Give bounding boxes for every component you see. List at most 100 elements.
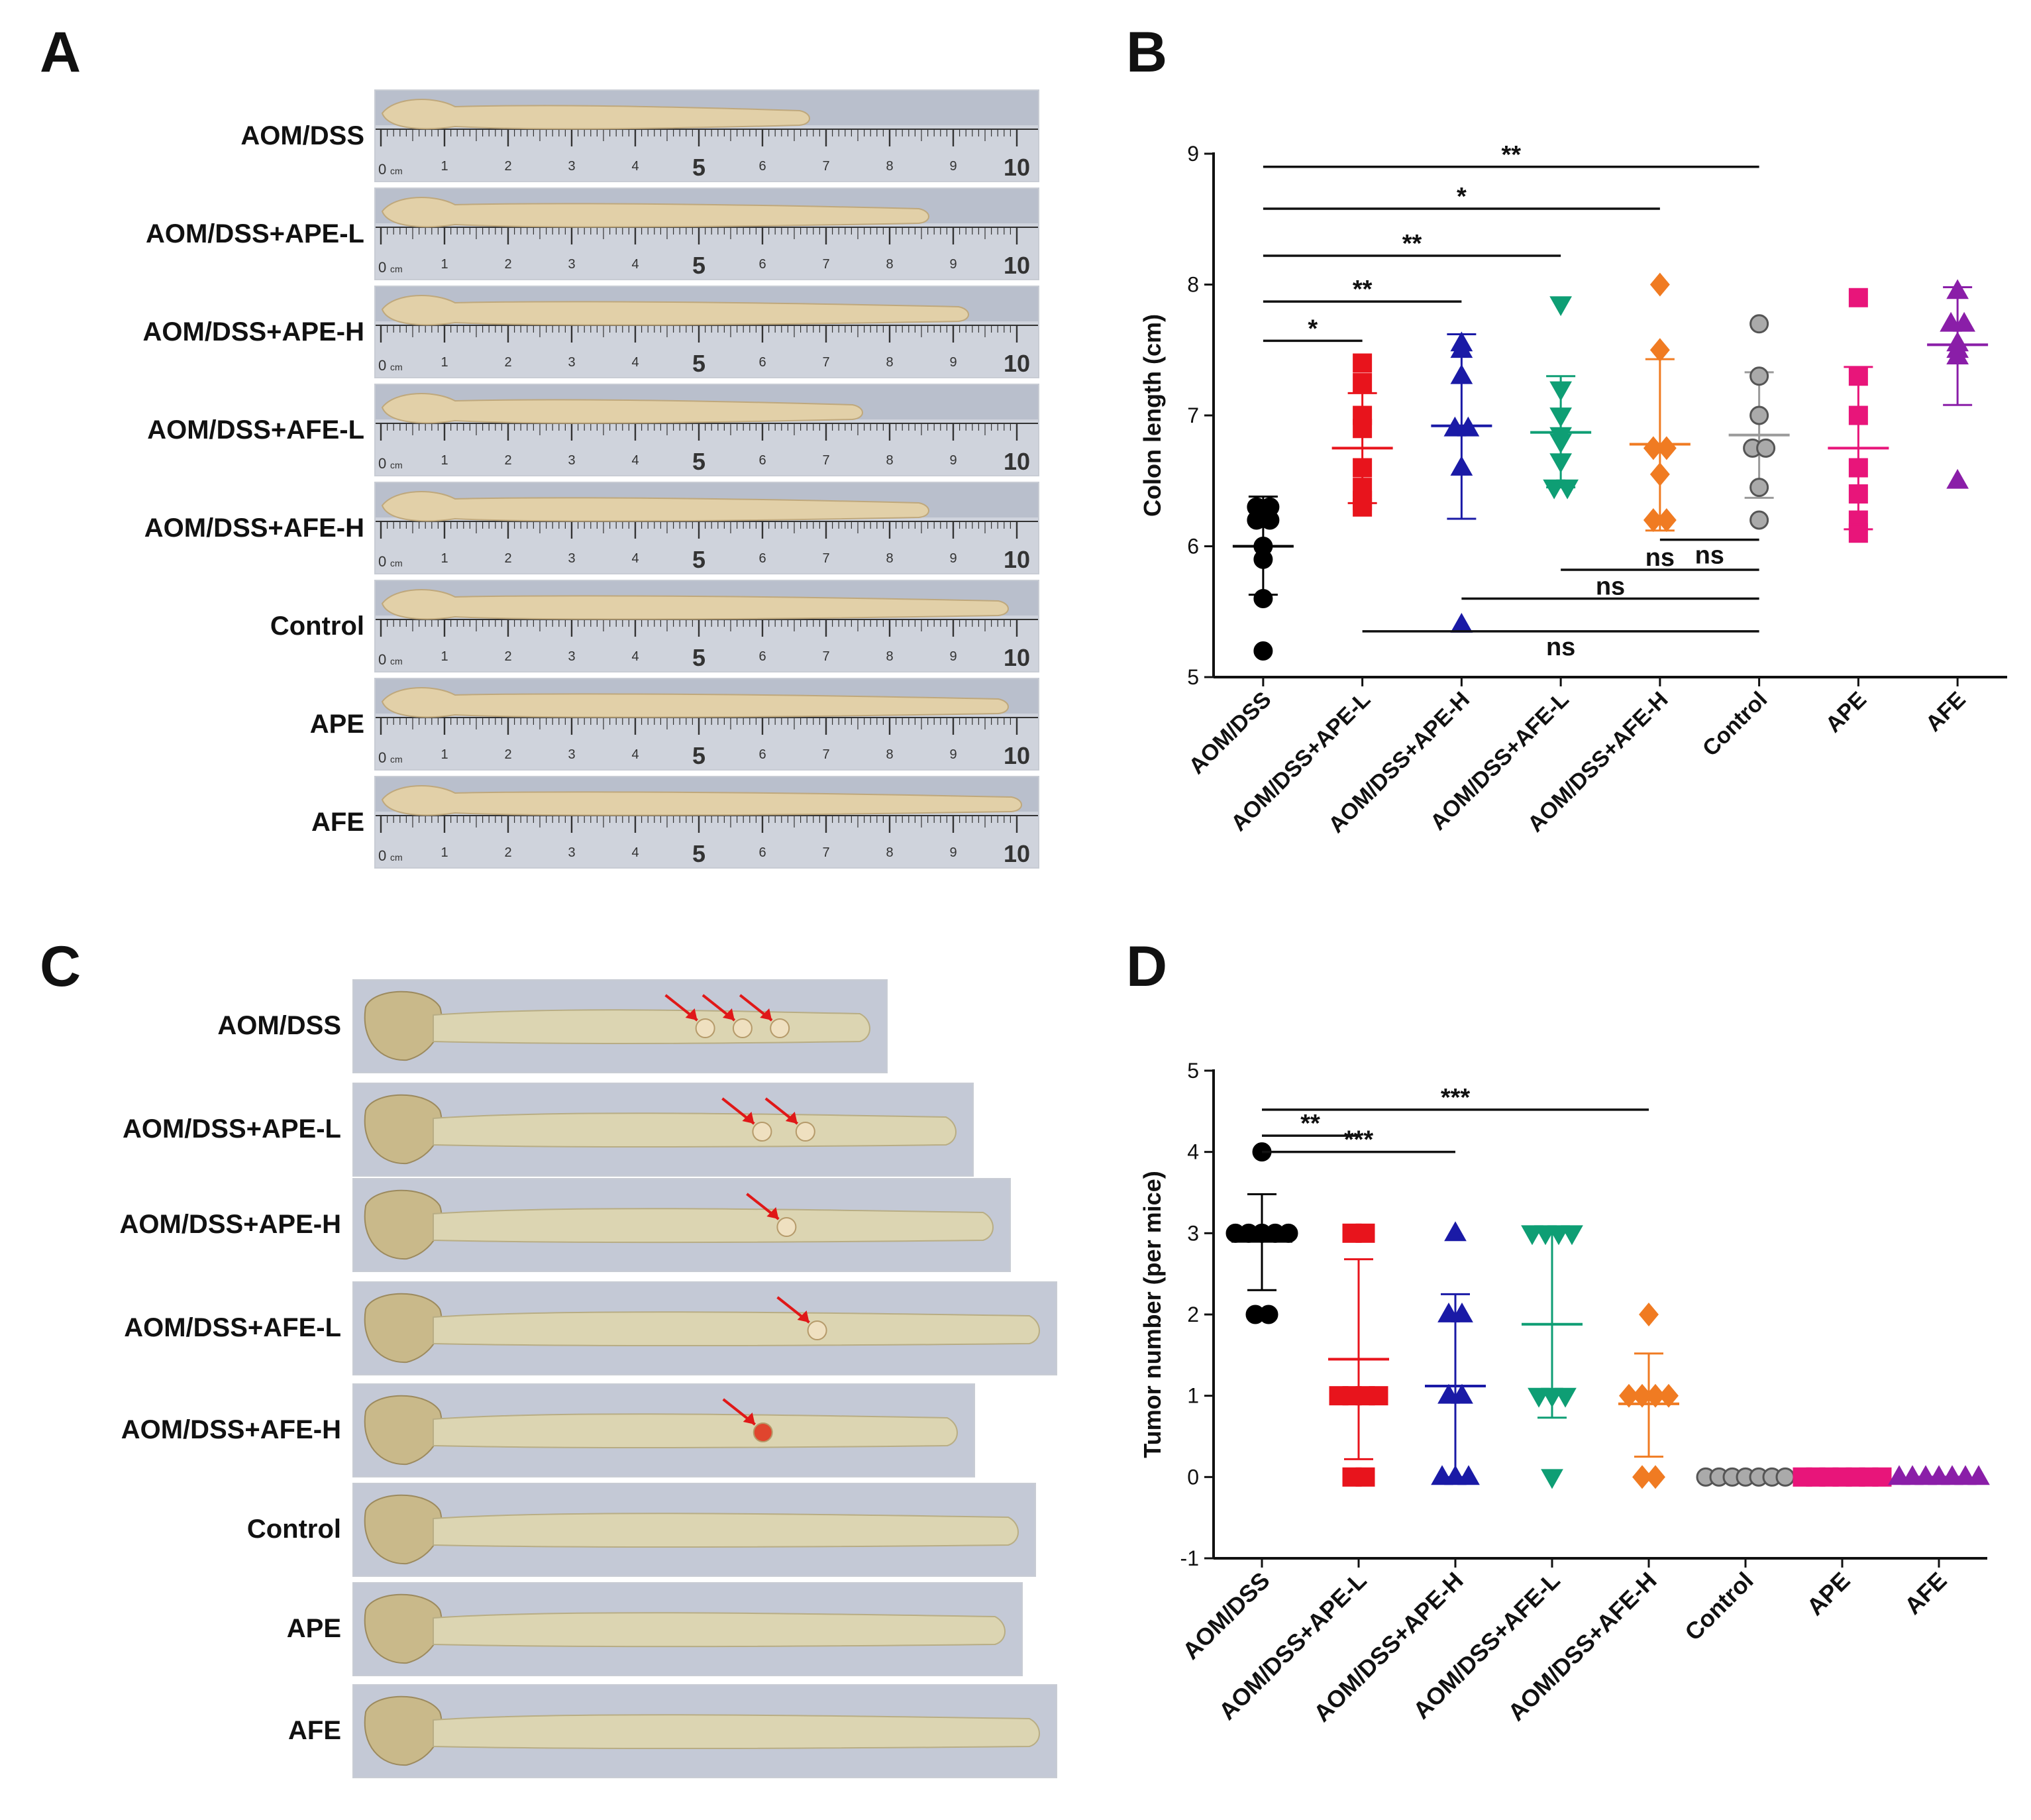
data-point	[1645, 1465, 1665, 1489]
colon-tissue	[381, 393, 863, 424]
data-point	[1888, 1465, 1910, 1485]
panel-a-label-afe: AFE	[311, 808, 364, 837]
series-aom-dss-afe-h	[1629, 272, 1691, 532]
ruler-number: 8	[886, 453, 893, 468]
ruler-number: 8	[886, 159, 893, 174]
data-point	[1437, 1383, 1460, 1404]
opened-colon	[433, 1714, 1040, 1749]
panel-a-photo-aom-dss-ape-l: 0 cm 1 2 3 4 5 6 7 8 9 10	[374, 187, 1039, 280]
panel-c-photo-aom-dss	[352, 979, 888, 1073]
ruler-number: 2	[504, 845, 511, 860]
panel-c-photo-svg	[354, 1283, 1056, 1374]
significance-label: ns	[1695, 542, 1724, 570]
ruler-number: 10	[1004, 350, 1030, 377]
panel-a-photo-svg: 0 cm 1 2 3 4 5 6 7 8 9 10	[376, 189, 1038, 279]
data-point	[1848, 484, 1868, 504]
data-point	[1450, 338, 1473, 358]
data-point	[1946, 468, 1969, 489]
ruler-unit: cm	[390, 656, 403, 667]
data-point	[1914, 1465, 1937, 1485]
ruler-number: 6	[758, 649, 766, 664]
data-point	[1901, 1465, 1924, 1485]
ruler-unit: cm	[390, 264, 403, 274]
colon-tissue	[381, 491, 929, 522]
ruler-number: 5	[692, 252, 705, 279]
ruler-number: 9	[949, 551, 957, 566]
panel-c-photo-aom-dss-ape-h	[352, 1178, 1011, 1272]
ruler	[376, 223, 1038, 279]
ruler-number: 4	[631, 257, 639, 272]
opened-colon	[433, 1009, 870, 1044]
opened-colon	[433, 1413, 958, 1448]
panel-a-label-ape: APE	[309, 710, 364, 739]
data-point	[1444, 1465, 1467, 1485]
y-axis-label: Colon length (cm)	[1139, 314, 1166, 517]
x-tick-label: Control	[1698, 687, 1772, 761]
ruler	[376, 517, 1038, 573]
ruler-number: 5	[692, 448, 705, 475]
data-point	[1649, 272, 1670, 297]
data-point	[1946, 345, 1969, 365]
significance-label: ***	[1441, 1084, 1471, 1112]
y-tick-label: 0	[1187, 1465, 1199, 1489]
tumor	[752, 1122, 772, 1142]
ruler-number: 1	[441, 747, 448, 762]
ruler-number: 6	[758, 747, 766, 762]
panel-a-photo-svg: 0 cm 1 2 3 4 5 6 7 8 9 10	[376, 679, 1038, 769]
ruler-unit: cm	[390, 754, 403, 765]
significance-label: **	[1300, 1110, 1320, 1138]
y-tick-label: 9	[1187, 142, 1199, 166]
series-aom-dss-ape-l	[1328, 1223, 1389, 1487]
series-aom-dss	[1232, 495, 1294, 661]
tumor	[776, 1217, 797, 1237]
ruler-zero: 0	[378, 651, 386, 668]
ruler-number: 2	[504, 355, 511, 370]
data-point	[1554, 1387, 1577, 1408]
ruler-number: 7	[822, 551, 829, 566]
data-point	[1355, 1223, 1375, 1243]
panel-c-photo-control	[352, 1483, 1036, 1577]
panel-a-photo-svg: 0 cm 1 2 3 4 5 6 7 8 9 10	[376, 581, 1038, 671]
panel-a-photo-svg: 0 cm 1 2 3 4 5 6 7 8 9 10	[376, 777, 1038, 867]
opened-colon	[433, 1311, 1040, 1346]
ruler-number: 7	[822, 159, 829, 174]
panel-a-photo-svg: 0 cm 1 2 3 4 5 6 7 8 9 10	[376, 483, 1038, 573]
data-point	[1437, 1302, 1460, 1322]
panel-letter-d: D	[1126, 935, 1168, 998]
tumor-arrowhead	[797, 1311, 809, 1322]
data-point	[1450, 455, 1473, 476]
ruler-number: 8	[886, 649, 893, 664]
ruler-number: 4	[631, 159, 639, 174]
ruler-number: 10	[1004, 840, 1030, 867]
y-tick-label: 5	[1187, 1059, 1199, 1083]
x-tick-label: AFE	[1921, 687, 1971, 737]
significance-label: ns	[1645, 544, 1675, 572]
y-tick-label: 1	[1187, 1384, 1199, 1408]
tumor	[695, 1018, 715, 1038]
data-point	[1749, 478, 1769, 498]
data-point	[1355, 1467, 1375, 1487]
panel-letter-a: A	[40, 21, 81, 84]
tumor-arrowhead	[760, 1008, 772, 1020]
opened-colon	[433, 1513, 1019, 1548]
ruler-number: 3	[568, 355, 575, 370]
panel-c-photo-svg	[354, 1484, 1035, 1576]
opened-colon	[433, 1612, 1006, 1647]
ruler	[376, 125, 1038, 181]
panel-a-label-control: Control	[270, 612, 364, 641]
data-point	[1528, 1387, 1550, 1408]
tumor	[795, 1122, 815, 1142]
ruler-zero: 0	[378, 847, 386, 864]
series-ape	[1828, 288, 1889, 543]
data-point	[1848, 366, 1868, 386]
panel-a-photo-aom-dss-ape-h: 0 cm 1 2 3 4 5 6 7 8 9 10	[374, 286, 1039, 378]
data-point	[1848, 523, 1868, 543]
series-control	[1696, 1467, 1795, 1487]
panel-a-photo-ape: 0 cm 1 2 3 4 5 6 7 8 9 10	[374, 678, 1039, 771]
x-tick-label: AOM/DSS	[1177, 1567, 1275, 1665]
panel-a-photo-svg: 0 cm 1 2 3 4 5 6 7 8 9 10	[376, 287, 1038, 377]
data-point	[1848, 405, 1868, 425]
panel-c-photo-svg	[354, 981, 886, 1072]
ruler-number: 10	[1004, 644, 1030, 671]
